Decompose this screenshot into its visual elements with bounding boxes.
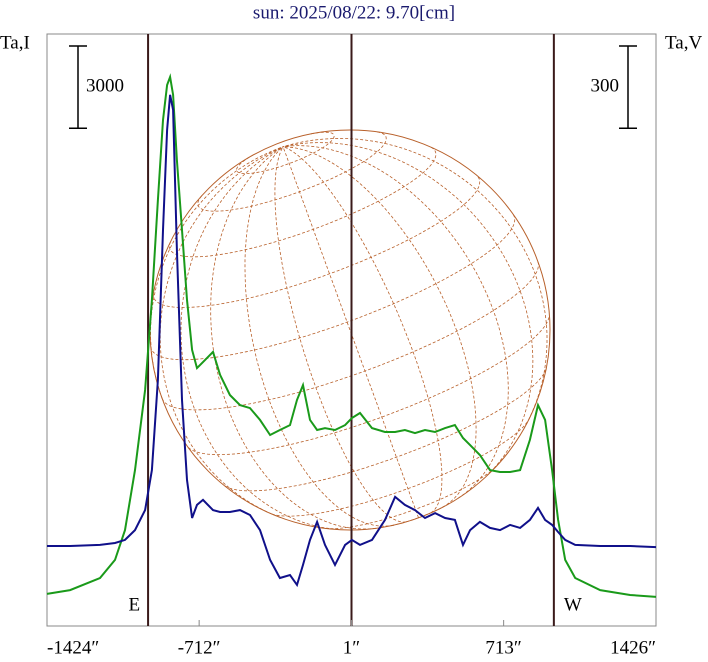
globe-grid (168, 146, 437, 258)
globe-grid (236, 131, 335, 174)
x-tick-label: 1″ (343, 637, 360, 658)
globe-grid (153, 175, 481, 308)
x-tick-label: 713″ (485, 637, 521, 658)
globe-grid (391, 505, 445, 527)
globe-grid (210, 146, 376, 530)
globe-grid (180, 146, 340, 530)
globe-grid (283, 146, 477, 508)
globe-grid (159, 146, 284, 519)
series-line (47, 94, 657, 588)
globe-grid (244, 146, 394, 527)
y2-axis-label: Ta,V (665, 32, 702, 53)
series-line (46, 73, 657, 598)
x-tick-label: 1426″ (610, 637, 656, 658)
globe-grid (282, 146, 419, 518)
globe-grid (282, 137, 548, 430)
globe-grid (150, 214, 516, 361)
globe-grid (224, 368, 547, 492)
globe-grid (197, 131, 387, 212)
scale-bar-label: 300 (591, 75, 620, 96)
scale-bar-label: 3000 (86, 75, 124, 96)
x-tick-label: -1424″ (47, 637, 99, 658)
annotation: E (128, 594, 140, 615)
globe-grid (274, 146, 406, 523)
y-axis-label: Ta,I (0, 32, 30, 53)
globe-grid (271, 420, 529, 517)
globe-grid (188, 315, 550, 455)
globe-grid (282, 146, 443, 514)
x-tick-label: -712″ (178, 637, 221, 658)
globe-grid (283, 142, 534, 476)
globe-grid (161, 261, 539, 411)
chart-title: sun: 2025/08/22: 9.70[cm] (253, 2, 455, 23)
annotation: W (564, 594, 582, 615)
